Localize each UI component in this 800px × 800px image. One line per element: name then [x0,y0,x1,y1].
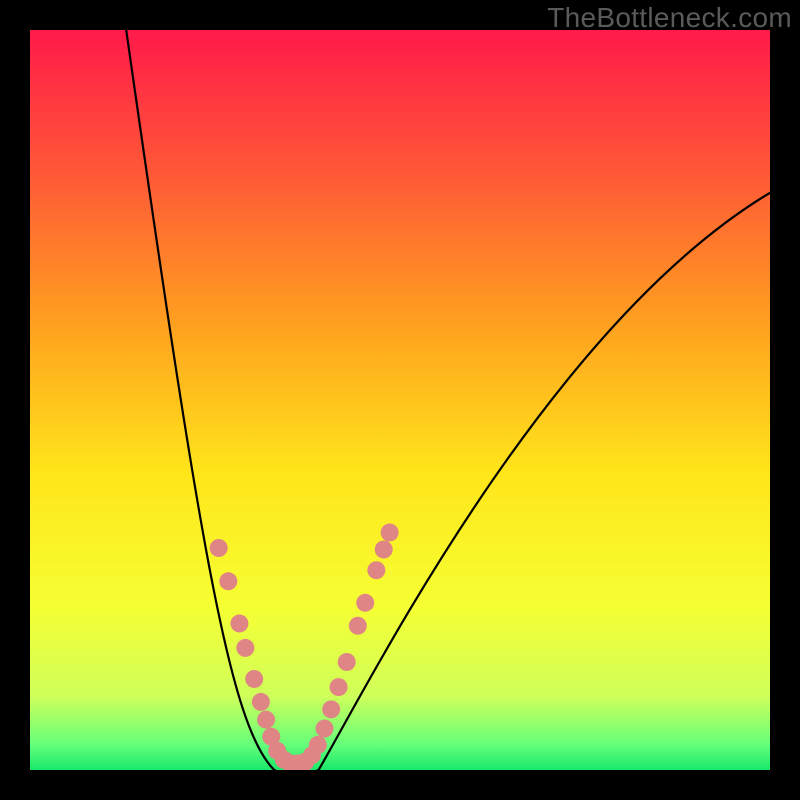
data-point [309,736,327,754]
watermark-text: TheBottleneck.com [547,2,792,34]
data-point [356,594,374,612]
data-point [210,539,228,557]
data-point [375,540,393,558]
data-point [316,720,334,738]
data-point [367,561,385,579]
data-point [349,617,367,635]
data-point [330,678,348,696]
data-point [322,700,340,718]
data-point [236,639,254,657]
chart-svg [0,0,800,800]
data-point [245,670,263,688]
data-point [381,523,399,541]
data-point [257,711,275,729]
gradient-background [30,30,770,770]
chart-container: TheBottleneck.com [0,0,800,800]
data-point [219,572,237,590]
data-point [230,614,248,632]
data-point [338,653,356,671]
data-point [252,693,270,711]
